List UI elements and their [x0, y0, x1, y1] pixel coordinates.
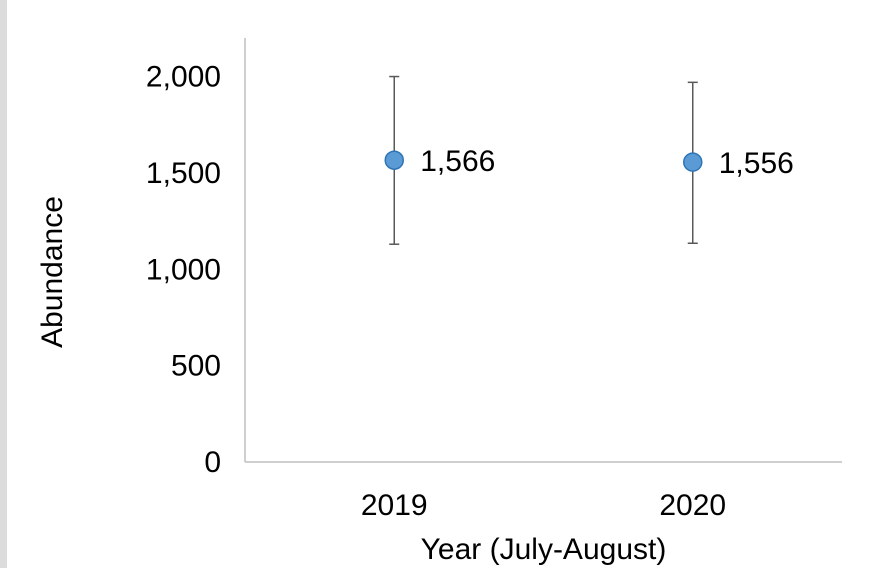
data-label: 1,556	[719, 147, 794, 180]
y-tick-label: 0	[204, 446, 221, 479]
x-tick-label: 2020	[659, 489, 726, 522]
y-tick-labels: 0 500 1,000 1,500 2,000	[146, 61, 221, 479]
y-tick-label: 1,500	[146, 157, 221, 190]
y-axis-title: Abundance	[36, 196, 69, 348]
x-tick-label: 2019	[361, 489, 428, 522]
y-tick-label: 500	[171, 350, 221, 383]
data-points	[384, 150, 703, 172]
axes	[244, 38, 842, 463]
y-tick-label: 1,000	[146, 253, 221, 286]
data-point	[384, 150, 404, 170]
data-point	[683, 152, 703, 172]
data-labels: 1,566 1,556	[420, 145, 794, 180]
x-axis-title: Year (July-August)	[421, 533, 667, 566]
data-label: 1,566	[420, 145, 495, 178]
y-tick-label: 2,000	[146, 61, 221, 94]
chart-panel: 0 500 1,000 1,500 2,000 2019 2020 1,566 1,556 …	[7, 0, 874, 568]
x-tick-labels: 2019 2020	[361, 489, 726, 522]
